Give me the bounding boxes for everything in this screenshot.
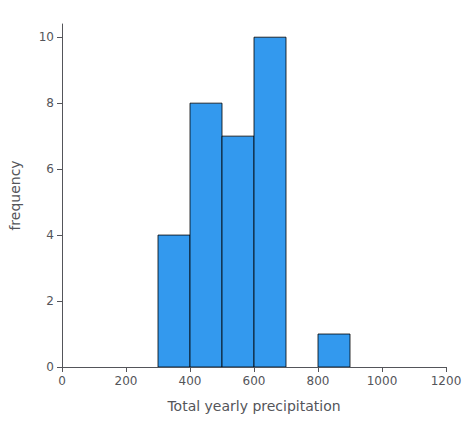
svg-text:0: 0 [58,374,66,388]
svg-text:200: 200 [115,374,138,388]
svg-text:6: 6 [46,162,54,176]
svg-text:800: 800 [307,374,330,388]
svg-text:600: 600 [243,374,266,388]
svg-text:8: 8 [46,96,54,110]
svg-text:frequency: frequency [7,160,23,230]
svg-text:0: 0 [46,360,54,374]
svg-text:1200: 1200 [431,374,462,388]
svg-text:10: 10 [39,30,54,44]
svg-text:4: 4 [46,228,54,242]
svg-text:400: 400 [179,374,202,388]
svg-text:Total yearly precipitation: Total yearly precipitation [166,398,340,414]
svg-text:1000: 1000 [367,374,398,388]
svg-text:2: 2 [46,294,54,308]
